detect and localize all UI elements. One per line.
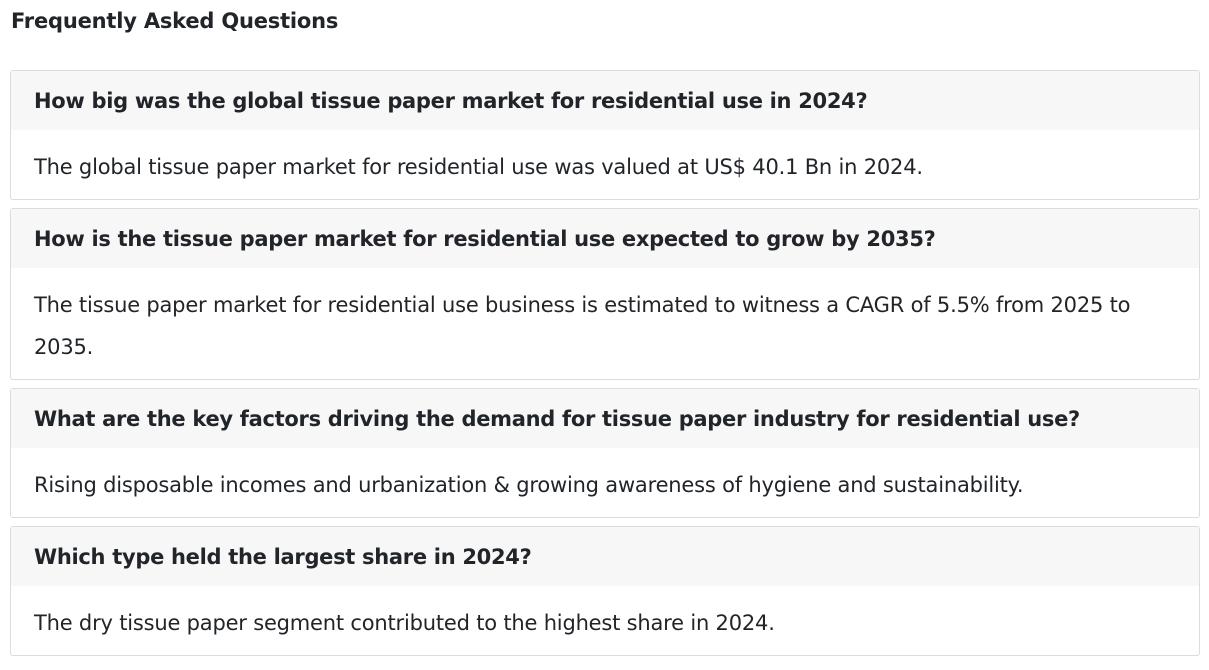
faq-question[interactable]: How is the tissue paper market for resid… [11,209,1199,268]
faq-question[interactable]: How big was the global tissue paper mark… [11,71,1199,130]
faq-item: Which type held the largest share in 202… [10,526,1200,656]
faq-answer-text: The tissue paper market for residential … [34,293,1131,359]
faq-answer-text: The dry tissue paper segment contributed… [34,611,775,635]
page-title: Frequently Asked Questions [11,9,339,33]
faq-item: How big was the global tissue paper mark… [10,70,1200,200]
faq-answer: Rising disposable incomes and urbanizati… [11,448,1199,517]
faq-item: How is the tissue paper market for resid… [10,208,1200,380]
faq-answer: The tissue paper market for residential … [11,268,1199,379]
faq-question[interactable]: Which type held the largest share in 202… [11,527,1199,586]
faq-answer: The global tissue paper market for resid… [11,130,1199,199]
faq-answer-text: The global tissue paper market for resid… [34,155,923,179]
faq-list: How big was the global tissue paper mark… [10,70,1200,664]
faq-answer-text: Rising disposable incomes and urbanizati… [34,473,1024,497]
faq-item: What are the key factors driving the dem… [10,388,1200,518]
faq-answer: The dry tissue paper segment contributed… [11,586,1199,655]
faq-question[interactable]: What are the key factors driving the dem… [11,389,1199,448]
